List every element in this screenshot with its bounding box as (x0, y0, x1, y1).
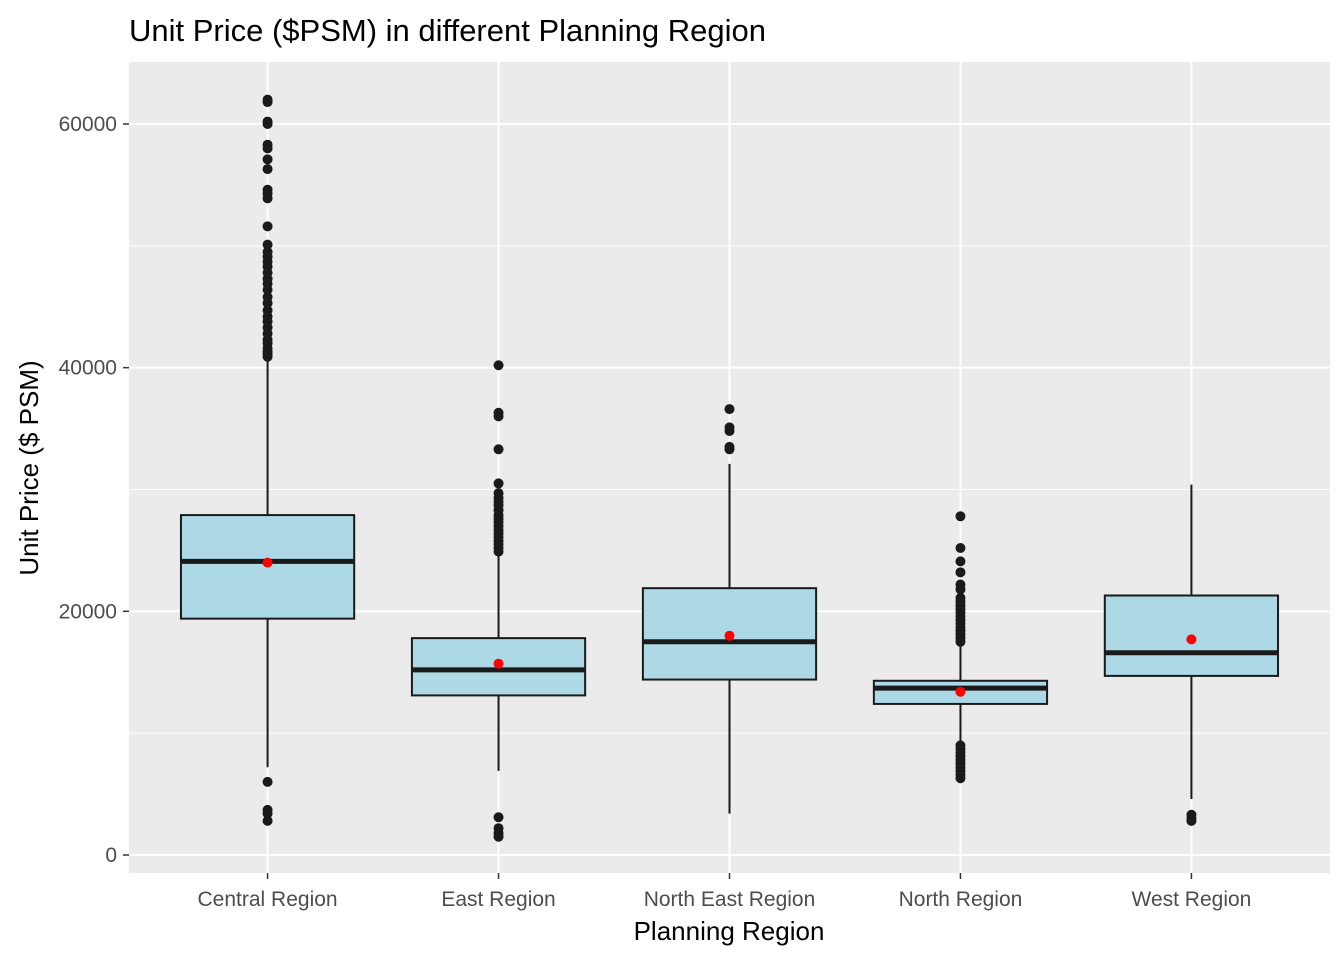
outlier-point (493, 360, 504, 371)
box-group (1103, 484, 1280, 826)
y-tick-label: 0 (105, 844, 117, 867)
outlier-point (493, 407, 504, 418)
outlier-point (262, 246, 273, 257)
outlier-point (955, 542, 966, 553)
x-tick-label: Central Region (198, 888, 338, 911)
outlier-point (955, 567, 966, 578)
outlier-point (262, 239, 273, 250)
outlier-point (262, 139, 273, 150)
box-group (410, 360, 587, 842)
outlier-point (493, 823, 504, 834)
outlier-point (262, 292, 273, 303)
outlier-point (262, 305, 273, 316)
outlier-point (493, 444, 504, 455)
outlier-point (262, 815, 273, 826)
outlier-point (955, 740, 966, 751)
outlier-point (955, 592, 966, 603)
chart-title: Unit Price ($PSM) in different Planning … (129, 13, 766, 48)
mean-point (1186, 634, 1197, 645)
box-group (872, 511, 1049, 784)
outlier-point (493, 478, 504, 489)
mean-point (262, 557, 273, 568)
mean-point (955, 686, 966, 697)
outlier-point (262, 221, 273, 232)
outlier-point (1186, 809, 1197, 820)
y-tick-label: 20000 (59, 600, 117, 623)
outlier-point (262, 776, 273, 787)
tick-layer: 0 20000 40000 60000 Central Region East Regio… (59, 113, 1252, 911)
x-axis-title: Planning Region (634, 916, 825, 946)
outlier-point (493, 488, 504, 499)
outlier-point (493, 812, 504, 823)
mean-point (493, 658, 504, 669)
outlier-point (955, 556, 966, 567)
outlier-point (955, 579, 966, 590)
x-tick-label: North East Region (644, 888, 816, 911)
outlier-point (724, 404, 735, 415)
outlier-point (262, 116, 273, 127)
outlier-point (262, 184, 273, 195)
y-tick-label: 40000 (59, 357, 117, 380)
outlier-point (262, 804, 273, 815)
x-tick-label: North Region (899, 888, 1023, 911)
y-axis-title: Unit Price ($ PSM) (14, 360, 44, 575)
box-group (179, 94, 356, 826)
outlier-point (262, 94, 273, 105)
outlier-point (262, 164, 273, 175)
outlier-point (724, 441, 735, 452)
mean-point (724, 630, 735, 641)
box-group (641, 404, 818, 814)
outlier-point (955, 511, 966, 522)
outlier-point (262, 154, 273, 165)
x-tick-label: East Region (441, 888, 555, 911)
y-tick-label: 60000 (59, 113, 117, 136)
outlier-point (724, 422, 735, 433)
x-tick-label: West Region (1132, 888, 1252, 911)
box-layer (179, 94, 1280, 842)
